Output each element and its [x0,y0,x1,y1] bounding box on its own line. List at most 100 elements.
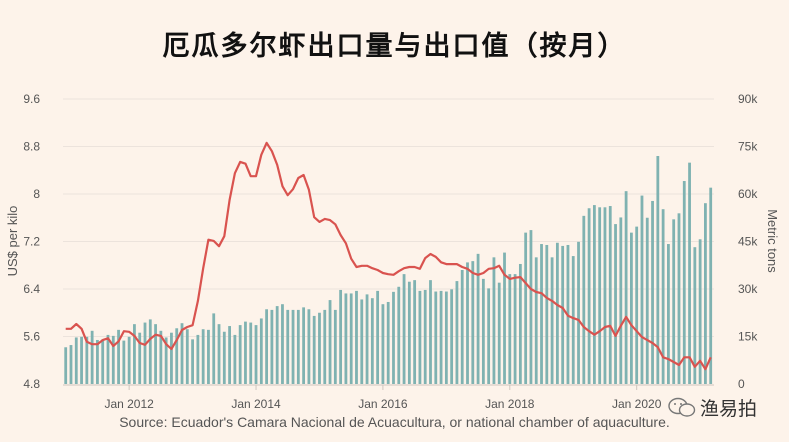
volume-bar [524,232,528,384]
volume-bar [587,208,591,384]
volume-bar [682,181,686,384]
volume-bar [624,191,628,384]
volume-bar [672,219,676,384]
volume-bar [154,324,157,384]
y-right-axis-label: Metric tons [765,209,780,273]
y-left-tick-label: 7.2 [23,235,40,249]
volume-bar [704,203,707,384]
volume-bar [397,286,401,384]
volume-bar [133,324,136,384]
volume-bar [471,261,475,384]
volume-bar [96,339,99,384]
volume-bar [344,293,348,384]
volume-bar [222,331,226,384]
volume-bar [170,332,173,384]
volume-bar [270,309,274,384]
volume-bar [423,289,427,384]
volume-bar [339,289,343,384]
volume-bar [429,280,432,384]
volume-bar [392,291,395,384]
y-left-tick-label: 4.8 [23,377,40,391]
y-left-tick-label: 8 [33,187,40,201]
volume-bar [534,257,538,384]
watermark: 渔易拍 [668,394,757,421]
volume-bar [550,257,554,384]
volume-bar [529,230,533,384]
volume-bar [709,187,713,384]
y-right-tick-label: 0 [738,377,745,391]
volume-bar [450,289,454,384]
y-left-axis-label: US$ per kilo [5,205,20,277]
volume-bar [545,244,549,384]
volume-bar [561,245,565,384]
volume-bar [349,293,353,384]
volume-bar [608,206,612,384]
volume-bar [439,290,443,384]
volume-bar [693,247,697,384]
volume-bar [333,309,337,384]
volume-bar [645,217,649,384]
volume-bar [302,307,306,384]
volume-bar [598,207,602,384]
volume-bar [677,213,681,384]
y-right-tick-label: 30k [738,282,758,296]
y-right-tick-label: 15k [738,330,758,344]
volume-bar [217,324,221,384]
volume-bar [312,315,316,384]
volume-bar [376,290,380,384]
volume-bar [603,207,607,384]
volume-bar [249,322,253,384]
y-right-tick-label: 60k [738,187,758,201]
volume-bar [80,336,83,384]
volume-bar [503,252,506,384]
y-left-tick-label: 6.4 [23,282,40,296]
volume-bar [291,309,295,384]
volume-bar [164,337,168,384]
volume-bar [207,329,210,384]
volume-bar [233,334,237,384]
volume-bar [365,294,369,384]
volume-bar [481,278,485,384]
y-right-tick-label: 45k [738,235,758,249]
volume-bar [143,322,147,384]
volume-bar [651,200,654,384]
volume-bar [90,330,94,384]
volume-bar [370,298,374,384]
volume-bar [460,270,464,384]
volume-bar [201,329,205,384]
volume-bar [159,330,163,384]
volume-bar [85,336,89,384]
volume-bar [571,256,575,384]
volume-bar [540,244,543,384]
x-tick-label: Jan 2020 [612,397,662,411]
x-tick-label: Jan 2018 [485,397,535,411]
volume-bar [466,262,469,384]
x-tick-label: Jan 2014 [231,397,281,411]
volume-bar [407,281,411,384]
price-line [65,141,712,371]
volume-bar [381,304,385,384]
volume-bar [138,332,142,384]
volume-bar [328,300,332,384]
y-left-tick-label: 5.6 [23,330,40,344]
volume-bar [122,340,126,384]
volume-bar [555,242,559,384]
y-right-tick-label: 90k [738,92,758,106]
volume-bar [265,309,269,384]
volume-bar [386,301,390,384]
volume-bar [238,325,242,384]
volume-bar [244,321,247,384]
volume-bar [635,226,639,384]
source-note: Source: Ecuador's Camara Nacional de Acu… [119,414,670,430]
volume-bar [487,288,491,384]
volume-bar [402,274,406,384]
wechat-icon [668,397,696,417]
volume-bar [629,232,633,384]
y-left-tick-label: 9.6 [23,92,40,106]
volume-bar [254,325,258,384]
volume-bar [212,313,216,384]
volume-bar [614,224,617,384]
volume-bar [275,306,279,384]
volume-bar [228,326,231,384]
